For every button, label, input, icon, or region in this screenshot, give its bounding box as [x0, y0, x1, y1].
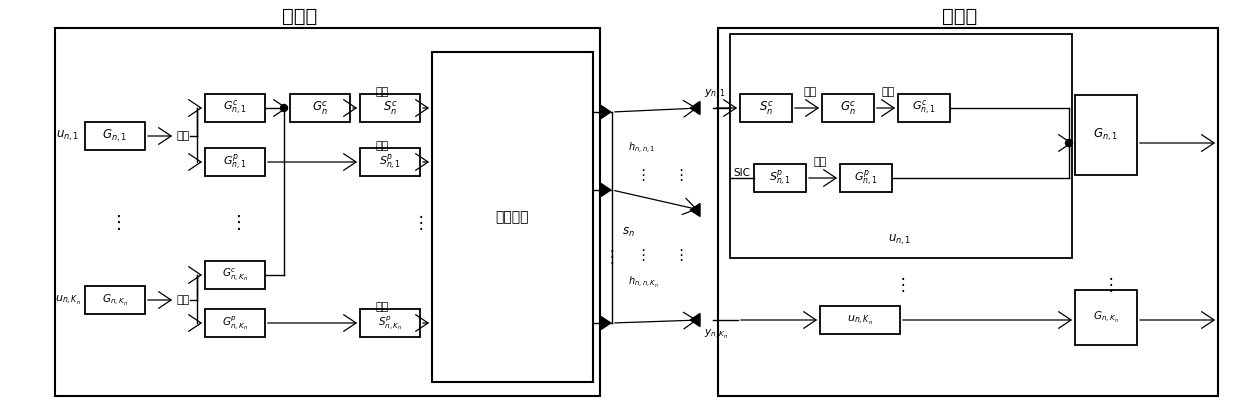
Bar: [361, 94, 420, 122]
Text: SIC: SIC: [733, 168, 750, 178]
Bar: [840, 164, 892, 192]
Text: 编码: 编码: [375, 87, 389, 97]
Polygon shape: [601, 184, 611, 197]
Text: 解码: 解码: [803, 87, 817, 97]
Text: $G^c_n$: $G^c_n$: [312, 99, 328, 117]
Text: 发送端: 发送端: [282, 7, 317, 26]
Text: $S^p_{n,1}$: $S^p_{n,1}$: [379, 152, 401, 172]
Bar: [820, 306, 900, 334]
Text: $S^p_{n,1}$: $S^p_{n,1}$: [769, 168, 792, 188]
Text: 编码: 编码: [375, 302, 389, 312]
Bar: [204, 148, 265, 176]
Text: $\vdots$: $\vdots$: [634, 167, 646, 183]
Text: $\vdots$: $\vdots$: [109, 212, 121, 232]
Text: $y_{n,1}$: $y_{n,1}$: [704, 88, 726, 101]
Text: $u_{n,1}$: $u_{n,1}$: [56, 129, 79, 143]
Text: $S^c_n$: $S^c_n$: [758, 99, 773, 117]
Text: $h_{n,n,1}$: $h_{n,n,1}$: [628, 140, 655, 155]
Bar: [730, 34, 1072, 258]
Text: $\vdots$: $\vdots$: [413, 212, 424, 232]
Text: $\vdots$: $\vdots$: [1103, 276, 1114, 295]
Text: $G_{n,K_n}$: $G_{n,K_n}$: [102, 293, 128, 308]
Text: $s_n$: $s_n$: [622, 225, 634, 239]
Text: $u_{n,K_n}$: $u_{n,K_n}$: [55, 293, 81, 306]
Text: $u_{n,K_n}$: $u_{n,K_n}$: [847, 313, 873, 326]
Text: $\vdots$: $\vdots$: [634, 247, 646, 263]
Text: $\vdots$: $\vdots$: [673, 167, 683, 183]
Bar: [898, 94, 950, 122]
Text: $u_{n,1}$: $u_{n,1}$: [888, 233, 912, 247]
Text: $S^p_{n,K_n}$: $S^p_{n,K_n}$: [378, 314, 403, 332]
Polygon shape: [601, 317, 611, 330]
Text: $\vdots$: $\vdots$: [895, 276, 906, 295]
Bar: [755, 164, 807, 192]
Text: $S^c_n$: $S^c_n$: [383, 99, 398, 117]
Polygon shape: [690, 101, 700, 114]
Circle shape: [1066, 140, 1073, 147]
Bar: [361, 309, 420, 337]
Bar: [1075, 95, 1137, 175]
Text: $\vdots$: $\vdots$: [229, 212, 240, 232]
Text: $G^p_{n,1}$: $G^p_{n,1}$: [854, 168, 878, 188]
Text: $G^c_n$: $G^c_n$: [840, 99, 856, 117]
Bar: [204, 309, 265, 337]
Text: $G_{n,K_n}$: $G_{n,K_n}$: [1093, 309, 1119, 324]
Text: $\vdots$: $\vdots$: [673, 247, 683, 263]
Text: $G_{n,1}$: $G_{n,1}$: [1094, 127, 1119, 143]
Text: $y_{n,K_n}$: $y_{n,K_n}$: [704, 328, 729, 341]
Bar: [204, 261, 265, 289]
Bar: [1075, 290, 1137, 345]
Polygon shape: [690, 313, 700, 326]
Bar: [361, 148, 420, 176]
Text: $G^p_{n,1}$: $G^p_{n,1}$: [223, 152, 247, 172]
Polygon shape: [601, 105, 611, 118]
Bar: [85, 122, 145, 150]
Bar: [821, 94, 873, 122]
Text: 波束形成: 波束形成: [496, 210, 529, 224]
Circle shape: [280, 105, 287, 112]
Text: 解码: 解码: [813, 157, 826, 167]
Bar: [204, 94, 265, 122]
Text: $h_{n,n,K_n}$: $h_{n,n,K_n}$: [628, 274, 659, 289]
Bar: [85, 286, 145, 314]
Text: 拆分: 拆分: [176, 131, 190, 141]
Bar: [740, 94, 792, 122]
Bar: [717, 28, 1218, 396]
Text: 拆分: 拆分: [176, 295, 190, 305]
Bar: [290, 94, 349, 122]
Text: 接收端: 接收端: [943, 7, 978, 26]
Bar: [432, 52, 593, 382]
Text: 分配: 分配: [881, 87, 895, 97]
Text: $G^c_{n,1}$: $G^c_{n,1}$: [912, 99, 935, 117]
Text: $G^c_{n,1}$: $G^c_{n,1}$: [223, 99, 247, 117]
Bar: [55, 28, 600, 396]
Text: $\vdots$: $\vdots$: [603, 247, 615, 265]
Text: $G^c_{n,K_n}$: $G^c_{n,K_n}$: [222, 267, 248, 283]
Text: $G^p_{n,K_n}$: $G^p_{n,K_n}$: [222, 314, 248, 332]
Text: 编码: 编码: [375, 141, 389, 151]
Polygon shape: [690, 204, 700, 217]
Text: $G_{n,1}$: $G_{n,1}$: [103, 128, 128, 144]
